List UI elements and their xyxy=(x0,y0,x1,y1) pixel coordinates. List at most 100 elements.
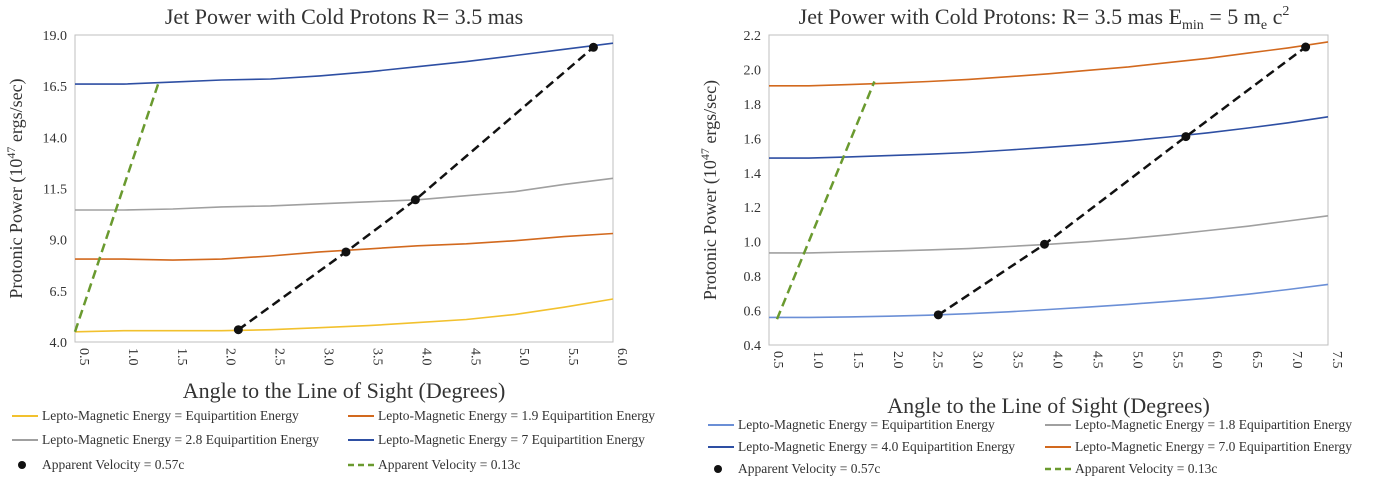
x-tick-label: 3.0 xyxy=(970,351,985,369)
x-tick-label: 7.0 xyxy=(1289,351,1304,369)
y-tick-label: 1.2 xyxy=(744,201,762,216)
x-tick-label: 2.0 xyxy=(890,351,905,369)
series-line-5 xyxy=(237,46,595,331)
data-point-marker xyxy=(410,195,420,205)
x-tick-label: 5.5 xyxy=(1169,351,1184,369)
data-point-marker xyxy=(1181,132,1191,142)
y-tick-label: 1.6 xyxy=(744,132,762,147)
legend-label: Lepto-Magnetic Energy = Equipartition En… xyxy=(42,408,299,423)
y-tick-label: 1.4 xyxy=(744,167,762,182)
plot-area-frame xyxy=(768,34,1329,346)
series-line-6 xyxy=(775,81,876,320)
x-tick-label: 5.0 xyxy=(516,348,531,366)
legend-label: Lepto-Magnetic Energy = 1.9 Equipartitio… xyxy=(378,408,655,423)
title-subscript: min xyxy=(1182,18,1204,33)
x-tick-label: 4.0 xyxy=(418,348,433,366)
x-tick-label: 4.5 xyxy=(467,348,482,366)
y-axis-label-text: Protonic Power (10 xyxy=(700,160,721,300)
y-axis-label: Protonic Power (1047 ergs/sec) xyxy=(698,80,721,300)
legend-dot-swatch xyxy=(18,461,26,469)
y-tick-label: 6.5 xyxy=(50,285,68,300)
x-axis-label: Angle to the Line of Sight (Degrees) xyxy=(183,378,506,403)
title-subscript: e xyxy=(1261,18,1267,33)
y-tick-label: 1.8 xyxy=(744,98,762,113)
y-tick-label: 16.5 xyxy=(43,80,68,95)
series-line-3 xyxy=(75,177,614,211)
x-tick-label: 6.5 xyxy=(1249,351,1264,369)
chart-title: Jet Power with Cold Protons R= 3.5 mas xyxy=(165,4,523,29)
y-axis-label-superscript: 47 xyxy=(698,148,712,160)
chart-title-text: Jet Power with Cold Protons: R= 3.5 mas … xyxy=(799,4,1182,29)
x-tick-label: 2.0 xyxy=(223,348,238,366)
x-tick-label: 5.0 xyxy=(1129,351,1144,369)
legend-label: Lepto-Magnetic Energy = 7 Equipartition … xyxy=(378,432,645,447)
x-tick-label: 4.5 xyxy=(1089,351,1104,369)
series-line-3 xyxy=(769,116,1329,159)
x-tick-label: 1.0 xyxy=(125,348,140,366)
data-point-marker xyxy=(933,310,943,320)
data-point-marker xyxy=(233,325,243,335)
chart-2: Jet Power with Cold Protons: R= 3.5 mas … xyxy=(698,4,1352,476)
chart-title: Jet Power with Cold Protons: R= 3.5 mas … xyxy=(799,4,1290,33)
title-tail: c xyxy=(1267,4,1283,29)
y-axis-label-tail: ergs/sec) xyxy=(700,80,721,148)
y-axis-label: Protonic Power (1047 ergs/sec) xyxy=(4,78,27,298)
plot-area-frame xyxy=(74,34,614,343)
y-axis-label-text: Protonic Power (10 xyxy=(6,159,27,299)
x-tick-label: 7.5 xyxy=(1329,351,1344,369)
legend-label: Lepto-Magnetic Energy = 7.0 Equipartitio… xyxy=(1075,439,1352,454)
x-tick-label: 3.0 xyxy=(321,348,336,366)
x-tick-label: 5.5 xyxy=(565,348,580,366)
series-line-1 xyxy=(74,298,614,333)
x-tick-label: 1.5 xyxy=(174,348,189,366)
x-tick-label: 3.5 xyxy=(1010,351,1025,369)
y-tick-label: 14.0 xyxy=(43,131,68,146)
series-line-1 xyxy=(769,283,1329,319)
data-point-marker xyxy=(1301,42,1311,52)
legend-dot-swatch xyxy=(714,465,722,473)
legend-label: Apparent Velocity = 0.13c xyxy=(378,457,520,472)
y-tick-label: 1.0 xyxy=(744,236,762,251)
series-line-5 xyxy=(937,46,1307,316)
legend-label: Lepto-Magnetic Energy = 4.0 Equipartitio… xyxy=(738,439,1015,454)
y-tick-label: 2.0 xyxy=(744,63,762,78)
series-line-4 xyxy=(75,42,614,85)
legend-label: Lepto-Magnetic Energy = 1.8 Equipartitio… xyxy=(1075,417,1352,432)
y-tick-label: 0.4 xyxy=(744,339,762,354)
series-line-2 xyxy=(769,215,1329,254)
x-tick-label: 0.5 xyxy=(76,348,91,366)
x-tick-label: 6.0 xyxy=(1209,351,1224,369)
y-tick-label: 19.0 xyxy=(43,29,68,44)
data-point-marker xyxy=(588,42,598,52)
chart-title-text: Jet Power with Cold Protons R= 3.5 mas xyxy=(165,4,523,29)
x-tick-label: 0.5 xyxy=(770,351,785,369)
title-superscript: 2 xyxy=(1282,4,1289,19)
chart-1: Jet Power with Cold Protons R= 3.5 mas 4.… xyxy=(4,4,655,472)
x-tick-label: 1.0 xyxy=(810,351,825,369)
legend-label: Apparent Velocity = 0.57c xyxy=(42,457,184,472)
y-tick-label: 11.5 xyxy=(43,183,67,198)
x-tick-label: 2.5 xyxy=(930,351,945,369)
x-tick-label: 4.0 xyxy=(1050,351,1065,369)
x-tick-label: 2.5 xyxy=(272,348,287,366)
legend-label: Apparent Velocity = 0.57c xyxy=(738,461,880,476)
legend-label: Apparent Velocity = 0.13c xyxy=(1075,461,1217,476)
series-line-6 xyxy=(73,83,160,333)
y-tick-label: 0.8 xyxy=(744,270,762,285)
x-axis-label: Angle to the Line of Sight (Degrees) xyxy=(887,393,1210,418)
x-tick-label: 1.5 xyxy=(850,351,865,369)
y-tick-label: 0.6 xyxy=(744,305,762,320)
series-line-4 xyxy=(769,41,1329,87)
x-tick-label: 6.0 xyxy=(614,348,629,366)
y-tick-label: 9.0 xyxy=(50,234,68,249)
series-line-2 xyxy=(75,232,614,261)
y-tick-label: 2.2 xyxy=(744,29,762,44)
data-point-marker xyxy=(1040,239,1050,249)
y-axis-label-superscript: 47 xyxy=(4,147,18,159)
title-mid: = 5 m xyxy=(1204,4,1261,29)
x-tick-label: 3.5 xyxy=(369,348,384,366)
y-axis-label-tail: ergs/sec) xyxy=(6,78,27,146)
y-tick-label: 4.0 xyxy=(50,336,68,351)
